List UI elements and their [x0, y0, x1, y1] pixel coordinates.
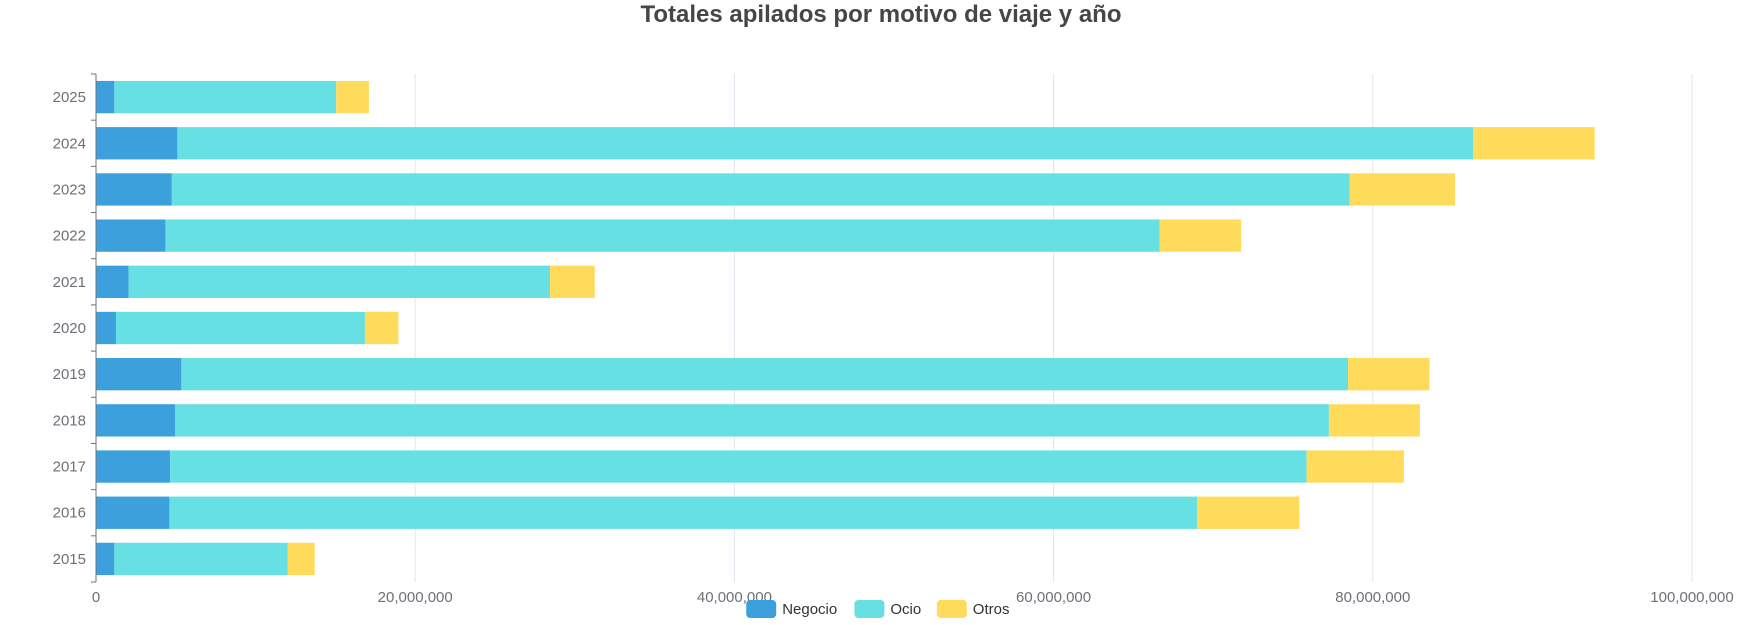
bar-otros-2015[interactable] — [287, 542, 315, 576]
bar-ocio-2022[interactable] — [165, 219, 1160, 252]
legend-swatch — [854, 600, 885, 618]
bars — [96, 80, 1595, 576]
bar-ocio-2020[interactable] — [115, 311, 365, 345]
x-tick-label: 0 — [92, 589, 100, 606]
legend-item-otros[interactable]: Otros — [936, 600, 1010, 618]
bar-otros-2017[interactable] — [1306, 450, 1404, 483]
chart-title: Totales apilados por motivo de viaje y a… — [640, 1, 1122, 28]
bar-ocio-2019[interactable] — [181, 358, 1349, 391]
y-tick-label: 2024 — [53, 135, 86, 152]
y-tick-label: 2020 — [53, 320, 86, 337]
bar-otros-2021[interactable] — [550, 265, 595, 298]
bar-negocio-2022[interactable] — [96, 219, 166, 252]
y-tick-label: 2015 — [53, 551, 86, 568]
y-tick-label: 2021 — [53, 274, 86, 291]
bar-otros-2019[interactable] — [1348, 358, 1430, 391]
bar-ocio-2025[interactable] — [114, 80, 337, 114]
bar-otros-2016[interactable] — [1197, 496, 1300, 529]
y-tick-label: 2016 — [53, 505, 86, 522]
y-tick-label: 2022 — [53, 228, 86, 245]
bar-otros-2025[interactable] — [336, 80, 369, 114]
bar-otros-2024[interactable] — [1473, 127, 1595, 160]
bar-ocio-2016[interactable] — [169, 496, 1198, 529]
x-tick-label: 60,000,000 — [1016, 589, 1091, 606]
x-tick-label: 80,000,000 — [1335, 589, 1410, 606]
x-tick-label: 20,000,000 — [378, 589, 453, 606]
bar-negocio-2023[interactable] — [96, 173, 172, 206]
bar-otros-2020[interactable] — [364, 311, 399, 345]
legend-item-ocio[interactable]: Ocio — [854, 600, 921, 618]
y-tick-label: 2017 — [53, 459, 86, 476]
bar-ocio-2015[interactable] — [114, 542, 288, 576]
bar-ocio-2017[interactable] — [170, 450, 1307, 483]
legend-label: Ocio — [890, 601, 921, 618]
bar-negocio-2018[interactable] — [96, 404, 176, 437]
legend[interactable]: Negocio Ocio Otros — [746, 600, 1009, 618]
bar-negocio-2017[interactable] — [96, 450, 171, 483]
x-tick-label: 100,000,000 — [1650, 589, 1733, 606]
bar-negocio-2019[interactable] — [96, 358, 182, 391]
y-tick-label: 2019 — [53, 366, 86, 383]
legend-swatch — [936, 600, 967, 618]
bar-otros-2022[interactable] — [1159, 219, 1242, 252]
bar-negocio-2024[interactable] — [96, 127, 178, 160]
legend-swatch — [746, 600, 777, 618]
bar-negocio-2016[interactable] — [96, 496, 170, 529]
bar-otros-2023[interactable] — [1349, 173, 1455, 206]
y-tick-label: 2018 — [53, 412, 86, 429]
bar-ocio-2021[interactable] — [128, 265, 551, 298]
bar-otros-2018[interactable] — [1328, 404, 1420, 437]
legend-label: Otros — [973, 601, 1010, 618]
y-tick-label: 2025 — [53, 89, 86, 106]
bar-negocio-2015[interactable] — [96, 542, 115, 576]
bar-negocio-2020[interactable] — [96, 311, 116, 345]
bar-ocio-2024[interactable] — [177, 127, 1474, 160]
axes: 0 20,000,000 40,000,000 60,000,000 80,000,00… — [53, 73, 1734, 606]
bar-negocio-2021[interactable] — [96, 265, 129, 298]
bar-ocio-2018[interactable] — [175, 404, 1329, 437]
legend-label: Negocio — [782, 601, 837, 618]
legend-item-negocio[interactable]: Negocio — [746, 600, 837, 618]
bar-negocio-2025[interactable] — [96, 80, 115, 114]
y-tick-label: 2023 — [53, 181, 86, 198]
bar-ocio-2023[interactable] — [171, 173, 1350, 206]
